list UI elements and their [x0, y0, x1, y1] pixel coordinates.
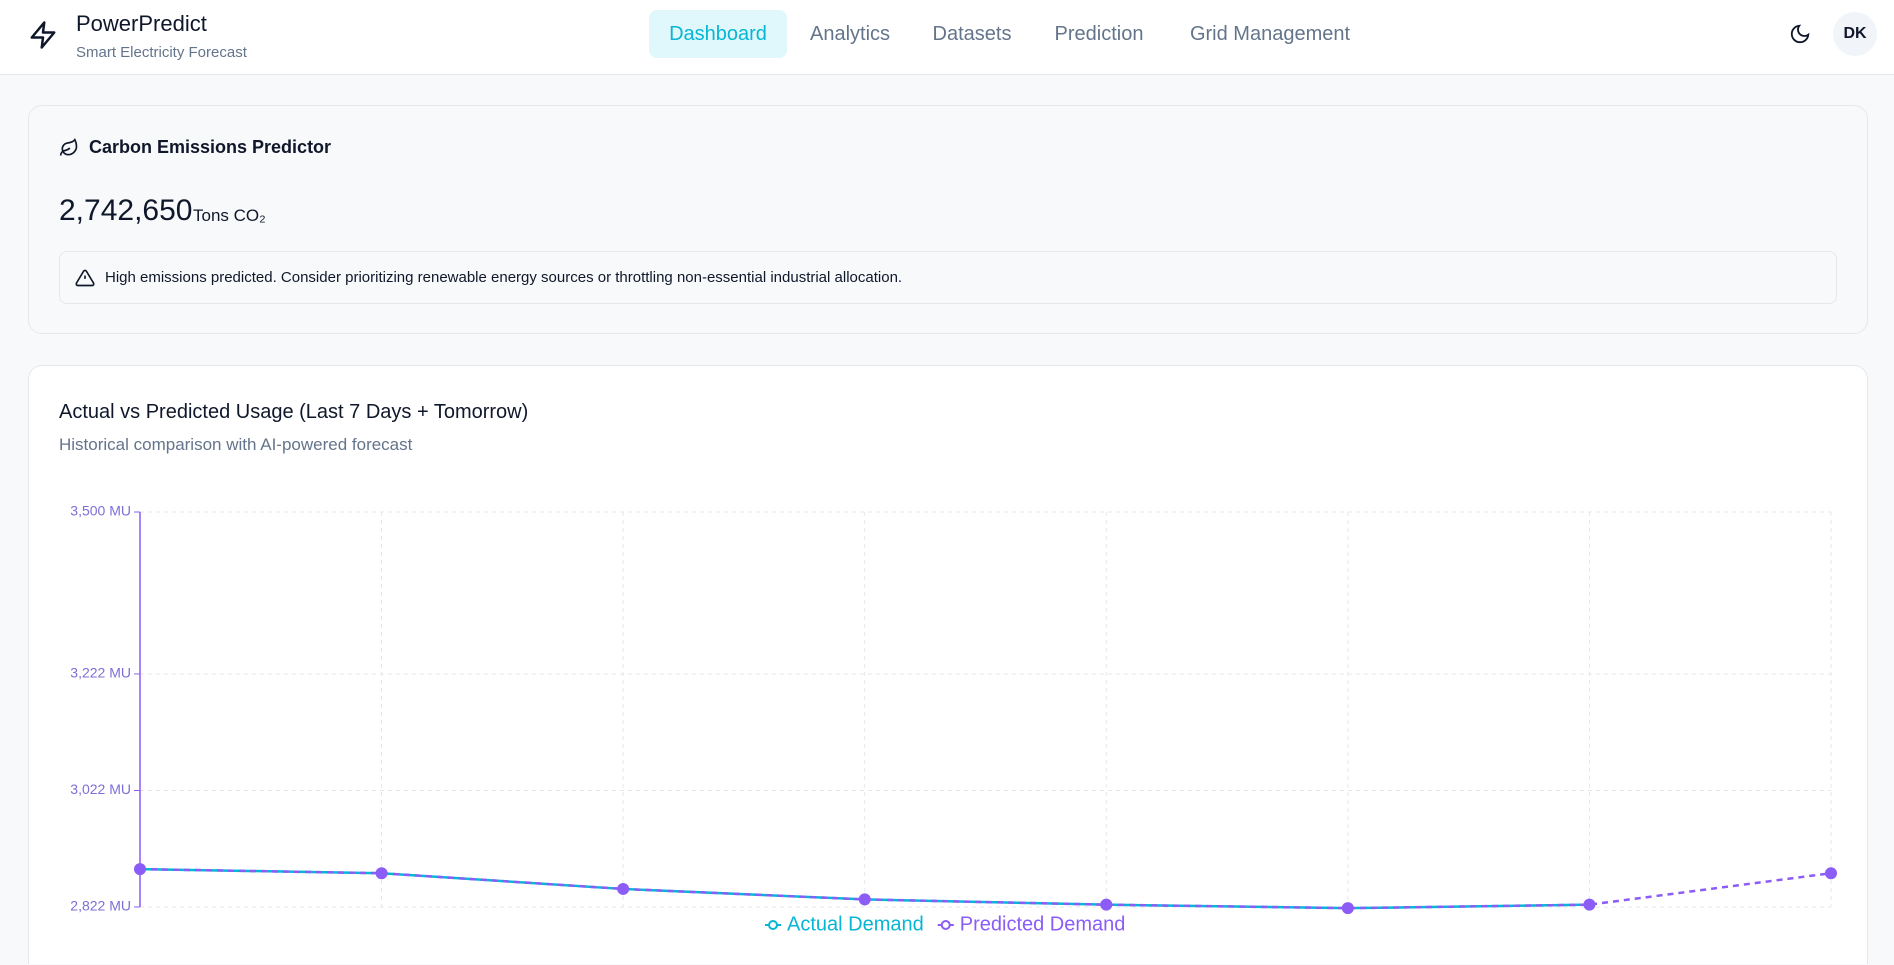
nav-item[interactable]: Datasets: [932, 23, 1012, 45]
card-title: Carbon Emissions Predictor: [89, 137, 332, 157]
alert: High emissions predicted. Consider prior…: [59, 251, 1837, 304]
nav-item[interactable]: Dashboard: [649, 10, 787, 58]
data-point: [1825, 867, 1837, 880]
legend-label: Actual Demand: [787, 913, 924, 935]
nav-item[interactable]: Prediction: [1054, 23, 1144, 45]
y-tick-label: 2,822 MU: [70, 898, 131, 914]
legend-label: Predicted Demand: [960, 913, 1126, 935]
chart: 2,822 MU 3,022 MU 3,222 MU 3,500 MU Actual D…: [70, 503, 1837, 935]
nav-item[interactable]: Grid Management: [1189, 23, 1351, 45]
avatar[interactable]: DK: [1833, 12, 1877, 56]
y-tick-label: 3,500 MU: [70, 503, 131, 519]
data-point: [134, 863, 146, 876]
data-point: [1100, 898, 1113, 911]
nav-item[interactable]: Analytics: [809, 23, 891, 45]
data-point: [858, 893, 871, 906]
data-point: [617, 882, 630, 895]
data-point: [375, 867, 388, 880]
chart-title: Actual vs Predicted Usage (Last 7 Days +…: [59, 401, 529, 423]
brand: PowerPredict: [76, 11, 207, 36]
logo-icon: [30, 21, 56, 49]
emissions-card: Carbon Emissions Predictor 2,742,650 Ton…: [28, 105, 1868, 334]
data-point: [1583, 898, 1596, 911]
alert-text: High emissions predicted. Consider prior…: [105, 269, 903, 286]
leaf-icon: [59, 138, 78, 156]
y-tick-label: 3,222 MU: [70, 665, 131, 681]
emissions-unit: Tons CO₂: [193, 206, 266, 225]
tagline: Smart Electricity Forecast: [76, 44, 247, 61]
chart-subtitle: Historical comparison with AI-powered fo…: [59, 435, 413, 454]
data-point: [1341, 902, 1354, 915]
legend-icon: [768, 920, 778, 930]
emissions-value: 2,742,650: [59, 194, 193, 227]
theme-toggle[interactable]: [1789, 23, 1811, 45]
warning-icon: [75, 269, 95, 287]
y-tick-label: 3,022 MU: [70, 781, 131, 797]
chart-card: Actual vs Predicted Usage (Last 7 Days +…: [28, 365, 1868, 964]
series-line: [139, 867, 1832, 910]
legend-icon: [940, 920, 951, 930]
top-bar: PowerPredict Smart Electricity Forecast …: [0, 0, 1894, 75]
